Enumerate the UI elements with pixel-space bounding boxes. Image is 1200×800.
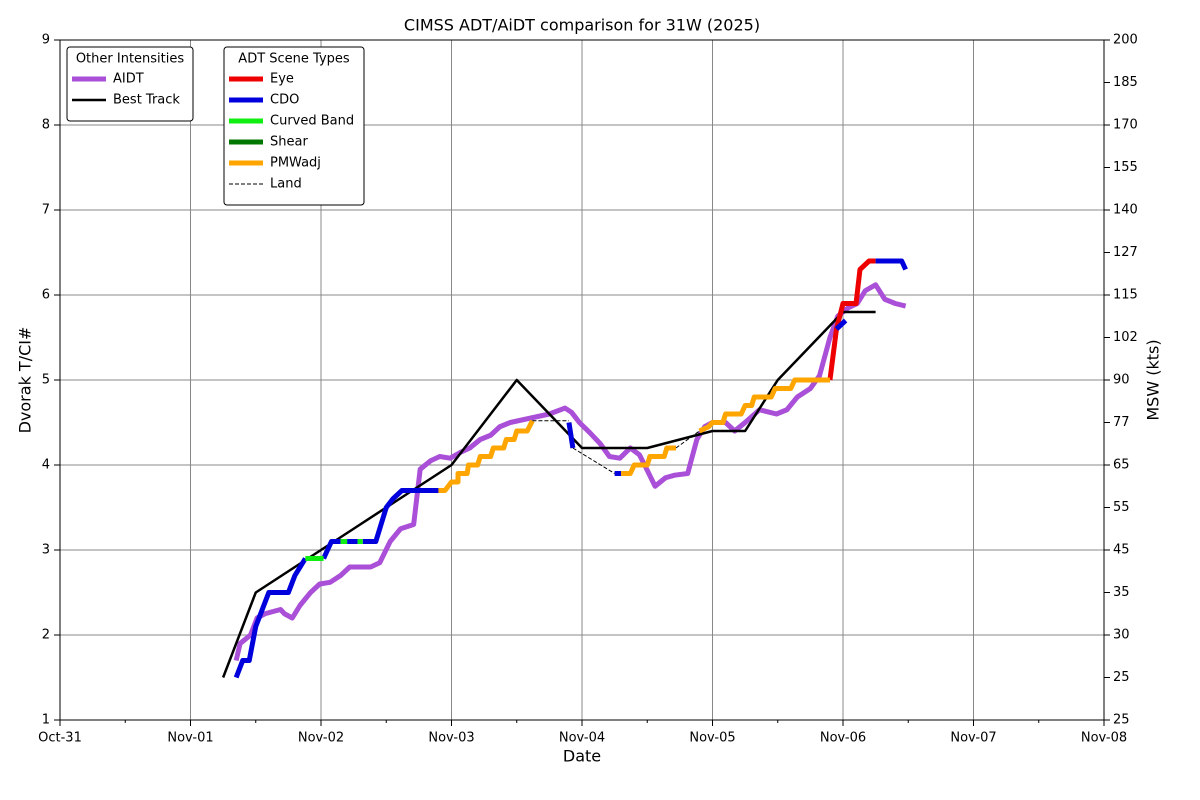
- y-tick-label: 1: [42, 713, 50, 728]
- y-tick-label: 3: [42, 543, 50, 558]
- y2-tick-label: 55: [1113, 500, 1130, 515]
- y2-tick-label: 35: [1113, 585, 1130, 600]
- y2-tick-label: 200: [1113, 33, 1138, 48]
- series-line: [233, 282, 907, 662]
- legend-label: Land: [270, 177, 302, 192]
- series-line: [362, 488, 439, 544]
- y2-tick-label: 45: [1113, 543, 1130, 558]
- y-axis-label: Dvorak T/CI#: [16, 327, 35, 434]
- y2-tick-label: 155: [1113, 160, 1138, 175]
- legend-label: AIDT: [113, 72, 144, 87]
- series-line: [233, 557, 308, 679]
- chart-title: CIMSS ADT/AiDT comparison for 31W (2025): [404, 16, 760, 35]
- legend-label: PMWadj: [270, 156, 321, 171]
- legend-title: ADT Scene Types: [238, 52, 350, 67]
- y2-tick-label: 30: [1113, 628, 1130, 643]
- legend-label: Best Track: [113, 93, 180, 108]
- legend-title: Other Intensities: [76, 52, 185, 67]
- y-tick-label: 9: [42, 33, 50, 48]
- series-line: [675, 430, 700, 449]
- y2-tick-label: 65: [1113, 458, 1130, 473]
- y2-tick-label: 90: [1113, 373, 1130, 388]
- legend-label: Eye: [270, 72, 294, 87]
- y-tick-label: 7: [42, 203, 50, 218]
- y2-axis-label: MSW (kts): [1144, 339, 1163, 420]
- legend-box: [66, 46, 194, 122]
- y2-tick-label: 102: [1113, 330, 1138, 345]
- y2-tick-label: 115: [1113, 288, 1138, 303]
- series-line: [698, 377, 830, 434]
- x-tick-label: Nov-03: [428, 731, 474, 746]
- y2-tick-label: 170: [1113, 118, 1138, 133]
- series-line: [572, 447, 615, 474]
- x-tick-label: Nov-06: [820, 731, 866, 746]
- y-tick-label: 8: [42, 118, 50, 133]
- x-axis-label: Date: [563, 747, 601, 766]
- series-line: [321, 539, 341, 560]
- x-tick-label: Nov-01: [167, 731, 213, 746]
- legend-label: CDO: [270, 93, 299, 108]
- series-line: [875, 258, 908, 271]
- series-line: [438, 419, 535, 493]
- legend-label: Shear: [270, 135, 308, 150]
- series-line: [621, 445, 676, 476]
- y2-tick-label: 140: [1113, 203, 1138, 218]
- series-line: [834, 318, 848, 331]
- y2-tick-label: 127: [1113, 245, 1138, 260]
- plot-frame: [59, 39, 1105, 721]
- y2-tick-label: 25: [1113, 713, 1130, 728]
- series-line: [566, 422, 576, 449]
- y2-tick-label: 77: [1113, 415, 1130, 430]
- legend-label: Curved Band: [270, 114, 354, 129]
- y-tick-label: 2: [42, 628, 50, 643]
- x-tick-label: Nov-08: [1081, 731, 1127, 746]
- y-tick-label: 5: [42, 373, 50, 388]
- y2-tick-label: 185: [1113, 75, 1138, 90]
- y2-tick-label: 25: [1113, 670, 1130, 685]
- x-tick-label: Oct-31: [38, 731, 82, 746]
- x-tick-label: Nov-04: [559, 731, 605, 746]
- x-tick-label: Nov-07: [950, 731, 996, 746]
- x-tick-label: Nov-02: [298, 731, 344, 746]
- y-tick-label: 4: [42, 458, 50, 473]
- y-tick-label: 6: [42, 288, 50, 303]
- x-tick-label: Nov-05: [689, 731, 735, 746]
